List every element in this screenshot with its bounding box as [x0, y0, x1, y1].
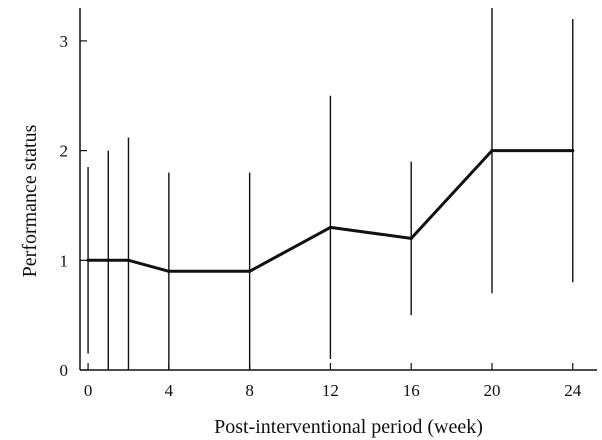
data-point — [248, 269, 252, 273]
data-point — [571, 149, 575, 153]
x-tick-label: 8 — [245, 381, 254, 400]
y-tick-label: 2 — [60, 142, 69, 161]
data-point — [490, 149, 494, 153]
data-points — [86, 149, 575, 273]
y-tick-label: 0 — [60, 361, 69, 380]
data-point — [86, 258, 90, 262]
x-tick-label: 4 — [165, 381, 174, 400]
x-axis-label: Post-interventional period (week) — [214, 416, 483, 438]
x-tick-label: 12 — [322, 381, 339, 400]
data-point — [409, 236, 413, 240]
axes — [79, 8, 597, 371]
x-tick-label: 16 — [403, 381, 420, 400]
x-tick-label: 20 — [483, 381, 500, 400]
data-point — [167, 269, 171, 273]
y-tick-label: 3 — [60, 32, 69, 51]
y-axis-label: Performance status — [19, 124, 41, 277]
x-tick-label: 0 — [84, 381, 93, 400]
error-bars — [87, 8, 574, 370]
y-tick-label: 1 — [60, 251, 69, 270]
x-tick-label: 24 — [564, 381, 582, 400]
data-point — [106, 258, 110, 262]
data-point — [126, 258, 131, 262]
data-point — [328, 225, 333, 229]
